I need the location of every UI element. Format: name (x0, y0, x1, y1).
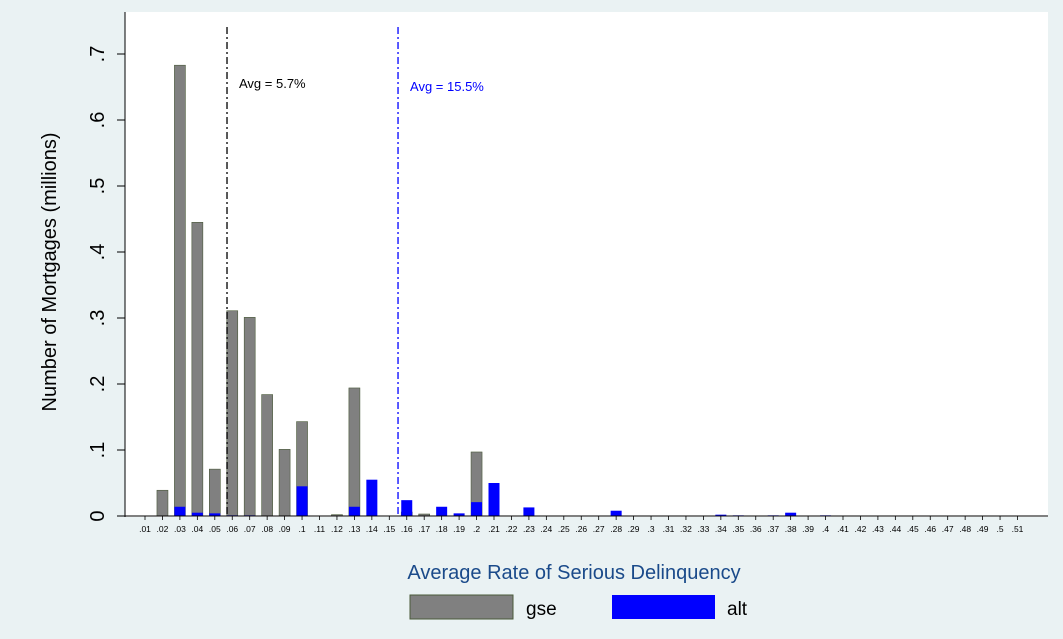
x-tick-label-.19: .19 (453, 524, 465, 534)
x-tick-label-.06: .06 (226, 524, 238, 534)
x-axis-title: Average Rate of Serious Delinquency (407, 562, 740, 584)
x-tick-label-.12: .12 (331, 524, 343, 534)
bar-alt-.14 (366, 479, 378, 516)
x-tick-label-.02: .02 (157, 524, 169, 534)
x-tick-label-.27: .27 (593, 524, 605, 534)
x-tick-label-.34: .34 (715, 524, 727, 534)
y-tick-label-4: .4 (87, 244, 109, 261)
x-tick-label-.4: .4 (822, 524, 829, 534)
bar-alt-.19 (453, 513, 465, 516)
bar-alt-.04 (191, 512, 203, 516)
y-tick-label-0: 0 (87, 510, 109, 521)
x-tick-label-.11: .11 (314, 524, 325, 534)
y-tick-label-5: .5 (87, 178, 109, 195)
legend: gse alt (409, 594, 748, 620)
x-tick-label-.05: .05 (209, 524, 221, 534)
bar-gse-.09 (278, 449, 291, 517)
legend-label-alt: alt (727, 599, 748, 620)
reference-lines-group: Avg = 5.7% Avg = 15.5% (226, 27, 484, 516)
x-tick-label-.41: .41 (837, 524, 849, 534)
x-tick-label-.22: .22 (506, 524, 518, 534)
x-tick-label-.13: .13 (348, 524, 360, 534)
y-axis-title: Number of Mortgages (millions) (39, 133, 61, 412)
bar-gse-.04 (191, 222, 204, 517)
x-tick-label-.46: .46 (924, 524, 936, 534)
x-tick-label-.23: .23 (523, 524, 535, 534)
x-tick-label-.1: .1 (299, 524, 306, 534)
x-tick-label-.42: .42 (855, 524, 867, 534)
x-tick-label-.37: .37 (767, 524, 779, 534)
x-tick-label-.2: .2 (473, 524, 480, 534)
bar-alt-.13 (348, 506, 360, 516)
x-tick-label-.3: .3 (648, 524, 655, 534)
bar-alt-.05 (209, 513, 221, 516)
x-tick-label-.39: .39 (802, 524, 814, 534)
bar-gse-.05 (209, 468, 221, 517)
y-tick-label-7: .7 (87, 46, 109, 63)
x-tick-label-.09: .09 (279, 524, 291, 534)
x-tick-label-.04: .04 (191, 524, 203, 534)
x-tick-label-.24: .24 (540, 524, 552, 534)
x-tick-label-.25: .25 (558, 524, 570, 534)
x-tick-label-.33: .33 (697, 524, 709, 534)
x-tick-label-.15: .15 (383, 524, 395, 534)
x-tick-label-.51: .51 (1012, 524, 1024, 534)
x-tick-label-.26: .26 (575, 524, 587, 534)
y-tick-label-1: .1 (87, 442, 109, 459)
x-tick-label-.17: .17 (418, 524, 430, 534)
x-tick-label-.48: .48 (959, 524, 971, 534)
bar-gse-.13 (348, 387, 361, 517)
plot-area (125, 12, 1048, 517)
y-tick-label-3: .3 (87, 310, 109, 327)
bar-alt-.34 (715, 514, 727, 516)
bar-alt-.21 (488, 483, 500, 516)
x-tick-label-.31: .31 (663, 524, 675, 534)
x-tick-label-.08: .08 (261, 524, 273, 534)
legend-swatch-gse (409, 594, 514, 620)
bar-alt-.38 (785, 512, 797, 516)
reference-line-label-1: Avg = 5.7% (239, 76, 306, 91)
x-tick-label-.45: .45 (907, 524, 919, 534)
x-tick-label-.16: .16 (401, 524, 413, 534)
bar-gse-.03 (174, 64, 186, 517)
x-tick-label-.32: .32 (680, 524, 692, 534)
legend-label-gse: gse (526, 599, 557, 620)
bar-alt-.18 (436, 506, 448, 516)
x-tick-label-.49: .49 (977, 524, 989, 534)
x-tick-label-.29: .29 (628, 524, 640, 534)
x-axis: .01 .02 .03 .04 .05 .06 .07 .08 .09 .1 .11 .12 .13 .1… (125, 515, 1048, 534)
reference-line-label-2: Avg = 15.5% (410, 79, 484, 94)
y-tick-label-6: .6 (87, 112, 109, 129)
x-tick-label-.01: .01 (139, 524, 151, 534)
x-tick-label-.28: .28 (610, 524, 622, 534)
x-tick-label-.36: .36 (750, 524, 762, 534)
bar-alt-.28 (610, 510, 622, 516)
bar-gse-.02 (156, 489, 169, 517)
x-tick-label-.18: .18 (436, 524, 448, 534)
x-tick-label-.43: .43 (872, 524, 884, 534)
x-tick-label-.07: .07 (244, 524, 256, 534)
bar-gse-.06 (226, 310, 239, 517)
x-tick-label-.44: .44 (889, 524, 901, 534)
x-tick-label-.47: .47 (942, 524, 954, 534)
y-axis: 0 .1 .2 .3 .4 .5 .6 .7 (87, 12, 126, 522)
bar-alt-.23 (523, 507, 535, 516)
bar-alt-.03 (174, 506, 186, 516)
x-tick-label-.5: .5 (997, 524, 1004, 534)
x-tick-label-.21: .21 (488, 524, 500, 534)
x-tick-label-.35: .35 (732, 524, 744, 534)
y-tick-label-2: .2 (87, 376, 109, 393)
bar-alt-.16 (401, 500, 413, 516)
legend-swatch-alt (612, 595, 715, 619)
bar-alt-.1 (296, 486, 308, 516)
bar-alt-.2 (471, 502, 483, 516)
x-tick-label-.38: .38 (785, 524, 797, 534)
bar-gse-.08 (261, 394, 273, 517)
bar-gse-.07 (243, 317, 256, 517)
x-tick-label-.03: .03 (174, 524, 186, 534)
x-tick-label-.14: .14 (366, 524, 378, 534)
